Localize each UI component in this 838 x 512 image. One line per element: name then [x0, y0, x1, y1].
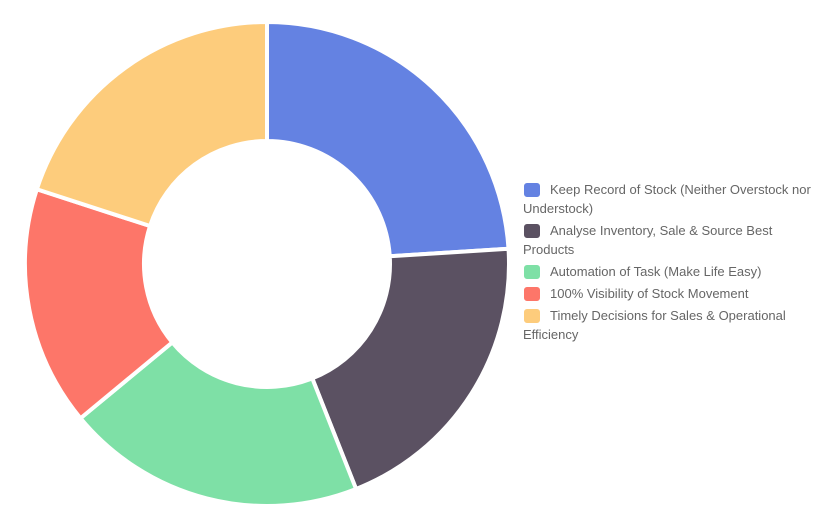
legend-swatch	[523, 286, 541, 302]
legend-item-analyse-inventory[interactable]: Analyse Inventory, Sale & Source Best Pr…	[523, 221, 823, 259]
doughnut-slice-analyse-inventory-sale-source-[interactable]	[310, 246, 511, 492]
doughnut-slice-100-visibility-of-stock-moveme[interactable]	[23, 187, 175, 421]
legend-swatch	[523, 264, 541, 280]
legend-item-keep-record[interactable]: Keep Record of Stock (Neither Overstock …	[523, 180, 823, 218]
legend-swatch	[523, 182, 541, 198]
chart-legend: Keep Record of Stock (Neither Overstock …	[523, 180, 823, 347]
legend-item-visibility[interactable]: 100% Visibility of Stock Movement	[523, 284, 823, 303]
doughnut-slice-automation-of-task-make-life-e[interactable]	[78, 340, 359, 508]
legend-swatch	[523, 308, 541, 324]
legend-swatch	[523, 223, 541, 239]
legend-item-automation[interactable]: Automation of Task (Make Life Easy)	[523, 262, 823, 281]
legend-label: Timely Decisions for Sales & Operational…	[523, 308, 786, 342]
legend-item-timely-decisions[interactable]: Timely Decisions for Sales & Operational…	[523, 306, 823, 344]
legend-label: Analyse Inventory, Sale & Source Best Pr…	[523, 223, 773, 257]
doughnut-slice-timely-decisions-for-sales-ope[interactable]	[34, 20, 269, 228]
legend-label: Keep Record of Stock (Neither Overstock …	[523, 182, 811, 216]
legend-label: 100% Visibility of Stock Movement	[550, 286, 749, 301]
legend-label: Automation of Task (Make Life Easy)	[550, 264, 762, 279]
doughnut-slice-keep-record-of-stock-neither-o[interactable]	[265, 20, 511, 259]
